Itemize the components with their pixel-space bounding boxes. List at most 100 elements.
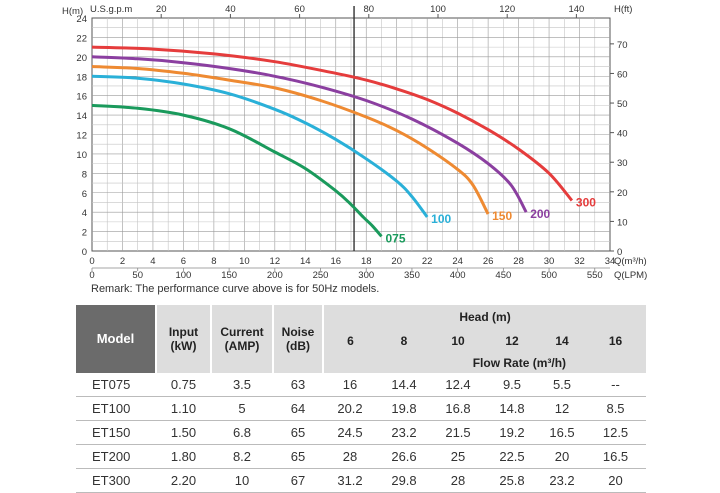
series-label-100: 100 <box>431 212 451 226</box>
cell-flow-rate: 12 <box>539 396 585 421</box>
series-line-200 <box>91 55 528 213</box>
y-tick-label: 10 <box>76 150 87 161</box>
cell-flow-rate: 25 <box>431 444 485 469</box>
x-tick-label-m3h: 14 <box>300 256 311 267</box>
x-tick-label-lpm: 200 <box>267 270 283 281</box>
cell-flow-rate: 31.2 <box>323 468 377 493</box>
cell-flow-rate: 5.5 <box>539 373 585 397</box>
y-right-tick-label: 40 <box>617 129 628 140</box>
x-tick-label-gpm: 80 <box>364 4 375 15</box>
cell-flow-rate: 16.5 <box>585 444 647 469</box>
x-tick-label-lpm: 50 <box>132 270 143 281</box>
y-tick-label: 22 <box>76 33 87 44</box>
y-tick-label: 18 <box>76 72 87 83</box>
cell-current: 8.2 <box>211 444 273 469</box>
top-axis-label: U.S.g.p.m <box>90 4 132 15</box>
cell-input: 1.80 <box>156 444 211 469</box>
x-tick-label-gpm: 40 <box>225 4 236 15</box>
cell-noise: 64 <box>273 396 323 421</box>
x-tick-label-m3h: 24 <box>452 256 463 267</box>
header-input: Input (kW) <box>155 305 211 373</box>
x-tick-label-lpm: 250 <box>313 270 329 281</box>
x-tick-label-lpm: 400 <box>450 270 466 281</box>
cell-model: ET300 <box>76 468 156 493</box>
cell-flow-rate: 29.8 <box>377 468 431 493</box>
cell-flow-rate: 14.8 <box>485 396 539 421</box>
cell-model: ET200 <box>76 444 156 469</box>
y-tick-label: 4 <box>82 208 87 219</box>
y-right-tick-label: 10 <box>617 217 628 228</box>
y-tick-label: 12 <box>76 131 87 142</box>
y-tick-label: 14 <box>76 111 87 122</box>
series-label-200: 200 <box>530 207 550 221</box>
x-tick-label-m3h: 34 <box>605 256 616 267</box>
header-flow-rate: Flow Rate (m³/h) <box>321 353 647 373</box>
x-tick-label-gpm: 20 <box>156 4 167 15</box>
y-axis-label-right: H(ft) <box>614 4 632 15</box>
header-input-label: Input (kW) <box>168 325 199 353</box>
x-tick-label-m3h: 18 <box>361 256 372 267</box>
x-tick-label-gpm: 60 <box>294 4 305 15</box>
series-label-150: 150 <box>492 209 512 223</box>
header-noise-label: Noise (dB) <box>281 325 315 353</box>
x-tick-label-m3h: 10 <box>239 256 250 267</box>
x-tick-label-lpm: 100 <box>175 270 191 281</box>
cell-current: 3.5 <box>211 373 273 397</box>
header-head: Head (m) <box>321 305 647 329</box>
x-tick-label-lpm: 550 <box>587 270 603 281</box>
x-tick-label-m3h: 32 <box>574 256 585 267</box>
x-tick-label-lpm: 450 <box>495 270 511 281</box>
head-values-row: 6 8 10 12 14 16 <box>76 329 647 353</box>
cell-flow-rate: 23.2 <box>377 420 431 445</box>
cell-flow-rate: 19.2 <box>485 420 539 445</box>
cell-flow-rate: 25.8 <box>485 468 539 493</box>
y-tick-label: 2 <box>82 228 87 239</box>
cell-flow-rate: -- <box>585 373 647 397</box>
spec-table: Model Input (kW) Current (AMP) Noise (dB… <box>76 305 647 493</box>
cell-current: 5 <box>211 396 273 421</box>
series-line-075 <box>91 103 383 238</box>
x-tick-label-m3h: 20 <box>391 256 402 267</box>
cell-flow-rate: 12.5 <box>585 420 647 445</box>
cell-input: 2.20 <box>156 468 211 493</box>
x-tick-label-m3h: 30 <box>544 256 555 267</box>
cell-model: ET100 <box>76 396 156 421</box>
series-line-100 <box>91 74 429 218</box>
cell-flow-rate: 8.5 <box>585 396 647 421</box>
cell-flow-rate: 16.5 <box>539 420 585 445</box>
x-tick-label-m3h: 26 <box>483 256 494 267</box>
cell-flow-rate: 12.4 <box>431 373 485 397</box>
cell-flow-rate: 16.8 <box>431 396 485 421</box>
cell-model: ET075 <box>76 373 156 397</box>
y-right-tick-label: 20 <box>617 188 628 199</box>
cell-noise: 65 <box>273 444 323 469</box>
cell-flow-rate: 14.4 <box>377 373 431 397</box>
x-tick-label-m3h: 4 <box>150 256 155 267</box>
cell-model: ET150 <box>76 420 156 445</box>
cell-flow-rate: 16 <box>323 373 377 397</box>
series-label-300: 300 <box>576 196 596 210</box>
table-row: ET200 1.80 8.2 65 28 26.6 25 22.5 20 16.5 <box>76 444 647 469</box>
x-tick-label-gpm: 140 <box>568 4 584 15</box>
x-tick-label-gpm: 100 <box>430 4 446 15</box>
x-axis-label-m3h: Q(m³/h) <box>614 256 647 267</box>
x-tick-label-m3h: 2 <box>120 256 125 267</box>
cell-flow-rate: 20.2 <box>323 396 377 421</box>
cell-noise: 65 <box>273 420 323 445</box>
x-tick-label-lpm: 300 <box>358 270 374 281</box>
cell-flow-rate: 20 <box>539 444 585 469</box>
y-tick-label: 24 <box>76 14 87 25</box>
x-tick-label-m3h: 0 <box>89 256 94 267</box>
table-row: ET300 2.20 10 67 31.2 29.8 28 25.8 23.2 20 <box>76 468 647 493</box>
cell-flow-rate: 21.5 <box>431 420 485 445</box>
cell-flow-rate: 24.5 <box>323 420 377 445</box>
cell-flow-rate: 9.5 <box>485 373 539 397</box>
cell-current: 10 <box>211 468 273 493</box>
x-axis-label-lpm: Q(LPM) <box>614 270 647 281</box>
cell-flow-rate: 19.8 <box>377 396 431 421</box>
header-head-value: 12 <box>485 329 539 353</box>
cell-flow-rate: 28 <box>431 468 485 493</box>
header-model: Model <box>76 305 156 373</box>
y-tick-label: 20 <box>76 53 87 64</box>
spec-body: ET075 0.75 3.5 63 16 14.4 12.4 9.5 5.5 -- ET100 1.1… <box>76 373 647 493</box>
